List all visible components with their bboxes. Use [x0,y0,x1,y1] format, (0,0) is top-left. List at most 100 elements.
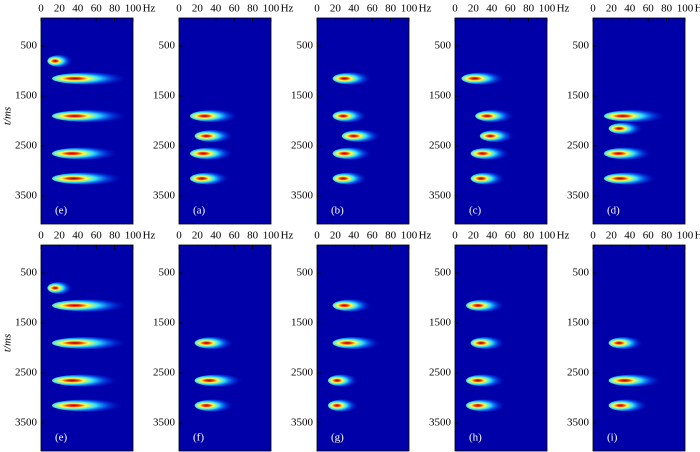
energy-peak [52,399,124,412]
y-tick-label: 500 [21,267,38,279]
plot-frame [592,244,686,452]
energy-peak [52,374,120,387]
x-tick-label: 100 [539,230,556,242]
x-tick-label: 80 [523,3,535,15]
panel-label: (a) [193,205,206,217]
y-tick-label: 1500 [153,90,176,102]
x-tick-label: 40 [624,3,636,15]
energy-peak [332,337,382,349]
y-tick-label: 2500 [429,140,452,152]
panel-label: (e) [55,432,68,444]
x-unit: Hz [557,230,570,242]
x-unit: Hz [695,230,700,242]
panel-label: (f) [193,432,204,444]
energy-peak [190,172,230,185]
y-tick-label: 3500 [429,417,452,429]
x-tick-label: 100 [263,230,280,242]
plot-frame [592,17,686,225]
x-tick-label: 0 [314,3,320,15]
plot-frame [40,244,134,452]
y-tick-label: 500 [159,267,176,279]
energy-peak [328,399,359,412]
x-tick-label: 40 [486,230,498,242]
x-unit: Hz [143,230,156,242]
x-unit: Hz [281,230,294,242]
energy-peak [190,147,235,160]
x-tick-label: 100 [125,3,142,15]
x-tick-label: 60 [505,3,517,15]
x-tick-label: 60 [229,3,241,15]
x-unit: Hz [281,3,294,15]
x-tick-label: 0 [314,230,320,242]
energy-peak [194,337,235,349]
y-tick-label: 1500 [567,90,590,102]
y-tick-label: 2500 [291,367,314,379]
energy-peak [47,282,74,294]
x-unit: Hz [419,230,432,242]
x-tick-label: 0 [590,3,596,15]
x-tick-label: 40 [624,230,636,242]
energy-peak [52,147,120,160]
x-tick-label: 40 [72,230,84,242]
panel-label: (e) [55,205,68,217]
plot-area [593,245,685,451]
x-tick-label: 0 [38,3,44,15]
y-tick-label: 3500 [15,190,38,202]
y-tick-label: 500 [297,267,314,279]
energy-peak [608,374,662,387]
energy-peak [608,337,644,349]
y-tick-label: 1500 [291,317,314,329]
x-tick-label: 40 [348,230,360,242]
x-tick-label: 100 [677,3,694,15]
plot-area [455,245,547,451]
energy-peak [52,172,124,185]
y-tick-label: 3500 [291,417,314,429]
y-tick-label: 1500 [429,90,452,102]
x-tick-label: 40 [486,3,498,15]
y-tick-label: 3500 [15,417,38,429]
y-tick-label: 2500 [291,140,314,152]
y-tick-label: 500 [435,267,452,279]
x-tick-label: 40 [72,3,84,15]
y-tick-label: 1500 [567,317,590,329]
x-tick-label: 0 [452,230,458,242]
energy-peak [194,130,235,142]
x-tick-label: 80 [385,3,397,15]
energy-peak [475,110,515,122]
y-tick-label: 500 [573,267,590,279]
y-tick-label: 2500 [567,140,590,152]
y-tick-label: 500 [297,40,314,52]
y-tick-label: 3500 [567,417,590,429]
y-tick-label: 2500 [429,367,452,379]
x-tick-label: 40 [210,3,222,15]
energy-peak [51,299,129,312]
plot-frame [178,17,272,225]
x-tick-label: 80 [385,230,397,242]
panel-label: (d) [607,205,620,217]
plot-frame [178,244,272,452]
energy-peak [332,147,373,160]
energy-peak [466,374,506,387]
energy-peak [470,147,511,160]
x-tick-label: 0 [38,230,44,242]
y-axis-label: t/ms [2,107,14,125]
x-tick-label: 100 [677,230,694,242]
energy-peak [51,72,129,85]
x-unit: Hz [557,3,570,15]
y-tick-label: 1500 [429,317,452,329]
panel-label: (g) [331,432,344,444]
y-tick-label: 2500 [153,140,176,152]
energy-peak [332,72,373,85]
panel-label: (i) [607,432,618,444]
energy-peak [604,172,658,185]
x-tick-label: 40 [348,3,360,15]
energy-peak [332,299,373,312]
x-tick-label: 0 [452,3,458,15]
plot-frame [454,244,548,452]
x-tick-label: 80 [523,230,535,242]
y-tick-label: 2500 [15,140,38,152]
plot-frame [316,17,410,225]
energy-peak [470,172,506,185]
y-tick-label: 3500 [429,190,452,202]
